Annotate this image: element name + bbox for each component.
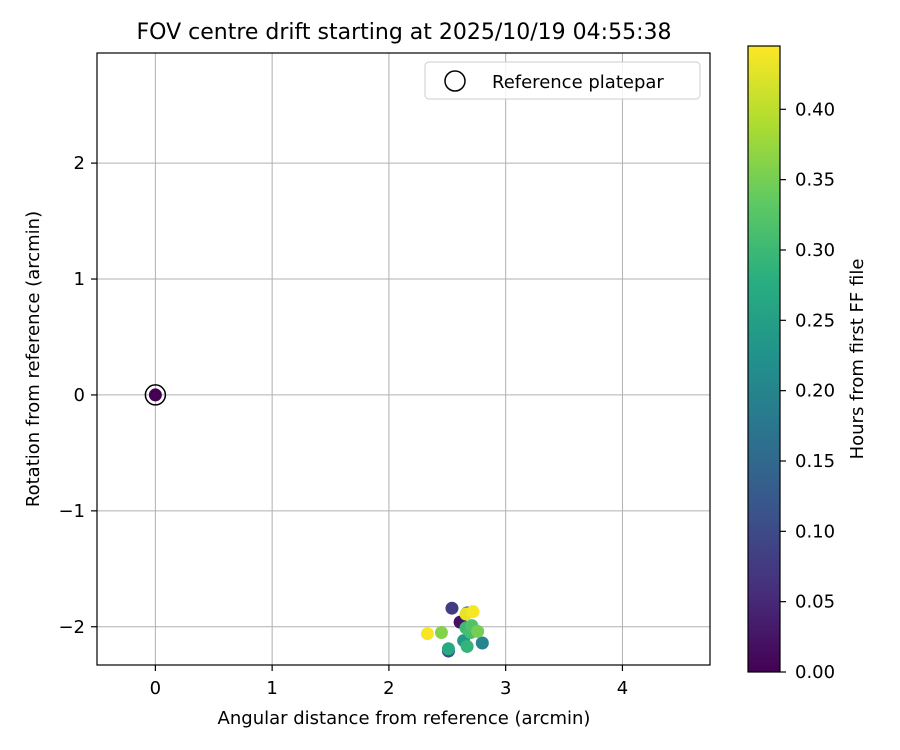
data-point [420,627,434,641]
colorbar-tick-label: 0.15 [795,451,835,472]
y-tick-label: 0 [74,385,85,406]
colorbar-ticks: 0.00 0.05 0.10 0.15 0.20 0.25 0.30 0.35 0.40 [780,99,835,683]
x-tick-label: 2 [383,678,394,699]
colorbar-tick-label: 0.00 [795,662,835,683]
colorbar-tick-label: 0.10 [795,521,835,542]
data-point [466,605,480,619]
colorbar-label: Hours from first FF file [847,259,868,460]
x-tick-label: 0 [150,678,161,699]
x-tick-label: 4 [617,678,628,699]
legend-label: Reference platepar [492,72,664,93]
data-point [475,636,489,650]
reference-marker [144,384,167,406]
x-axis-ticks: 0 1 2 3 4 [150,665,628,699]
chart-title: FOV centre drift starting at 2025/10/19 … [137,20,672,45]
y-tick-label: 2 [74,153,85,174]
y-tick-label: 1 [74,269,85,290]
colorbar-tick-label: 0.05 [795,592,835,613]
data-point [434,626,448,640]
data-point [471,624,485,638]
colorbar-tick-label: 0.30 [795,240,835,261]
colorbar-tick-label: 0.20 [795,381,835,402]
colorbar-gradient [747,45,781,673]
x-tick-label: 3 [500,678,511,699]
x-tick-label: 1 [266,678,277,699]
data-point [441,642,455,656]
colorbar-tick-label: 0.25 [795,310,835,331]
colorbar-tick-label: 0.35 [795,170,835,191]
x-axis-label: Angular distance from reference (arcmin) [218,708,591,729]
data-point [445,601,459,615]
legend-box [424,61,701,100]
plot-frame [96,52,711,666]
reference-platepar-marker [144,384,167,406]
y-tick-label: −2 [58,617,85,638]
data-point [460,639,474,653]
y-axis-ticks: −2 −1 0 1 2 [58,153,97,638]
data-point [148,388,162,402]
colorbar-tick-label: 0.40 [795,99,835,120]
legend: Reference platepar [424,61,701,100]
grid-lines [97,53,710,665]
y-axis-label: Rotation from reference (arcmin) [23,211,44,507]
data-points [148,388,489,658]
y-tick-label: −1 [58,501,85,522]
colorbar: 0.00 0.05 0.10 0.15 0.20 0.25 0.30 0.35 0.40 Hou… [747,45,868,683]
legend-marker-icon [444,70,466,92]
